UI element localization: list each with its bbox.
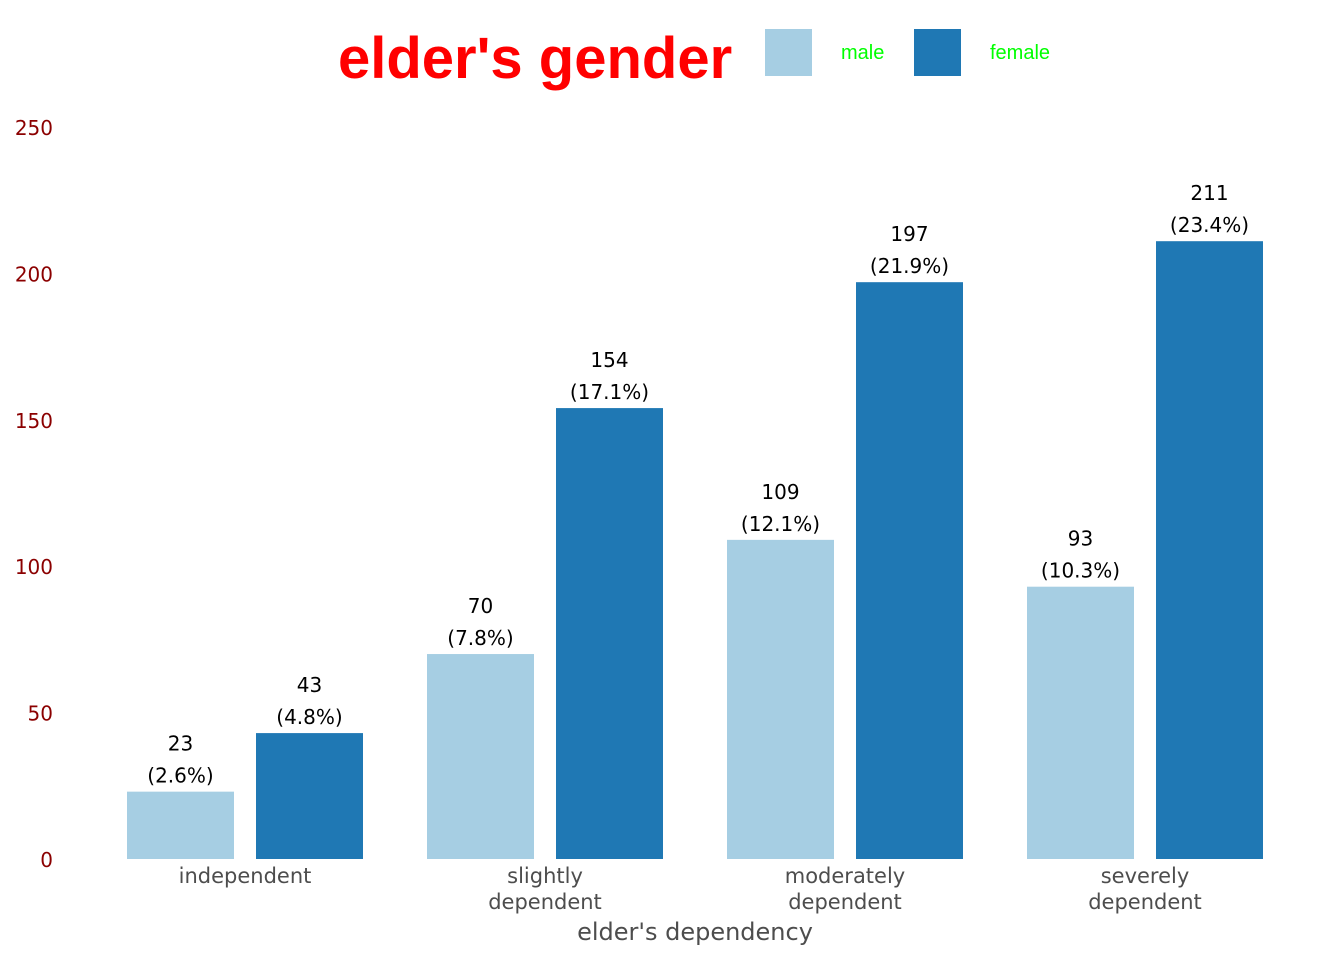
bar-female	[1156, 241, 1263, 859]
y-tick-label: 50	[28, 702, 53, 726]
bar-percent-label: (17.1%)	[570, 380, 649, 404]
x-tick-label: slightly	[507, 864, 583, 888]
bar-value-label: 70	[468, 594, 493, 618]
bar-value-label: 109	[761, 480, 799, 504]
bar-percent-label: (7.8%)	[447, 626, 513, 650]
bar-value-label: 43	[297, 673, 322, 697]
x-tick-label: dependent	[488, 890, 602, 914]
bar-percent-label: (10.3%)	[1041, 559, 1120, 583]
bar-value-label: 23	[168, 732, 193, 756]
bar-male	[127, 791, 234, 859]
bar-male	[427, 654, 534, 859]
bar-percent-label: (2.6%)	[147, 764, 213, 788]
x-axis-ticks: independent slightlydependentmoderatelyde…	[179, 864, 1202, 914]
x-tick-label: dependent	[788, 890, 902, 914]
x-tick-label: dependent	[1088, 890, 1202, 914]
bar-percent-label: (23.4%)	[1170, 213, 1249, 237]
legend-key-female	[914, 29, 961, 76]
bar-percent-label: (4.8%)	[276, 705, 342, 729]
y-tick-label: 100	[15, 555, 53, 579]
legend-label-male: male	[841, 42, 885, 64]
bar-percent-label: (12.1%)	[741, 512, 820, 536]
bar-male	[727, 539, 834, 859]
x-axis-title: elder's dependency	[577, 918, 813, 946]
bars	[127, 241, 1263, 860]
bar-value-label: 154	[590, 348, 628, 372]
legend-label-female: female	[990, 42, 1051, 64]
legend-title: elder's gender	[338, 26, 733, 91]
bar-female	[256, 733, 363, 859]
x-tick-label: severely	[1101, 864, 1190, 888]
bar-value-label: 93	[1068, 527, 1093, 551]
y-tick-label: 150	[15, 409, 53, 433]
bar-female	[556, 408, 663, 859]
y-tick-label: 250	[15, 116, 53, 140]
bar-female	[856, 282, 963, 860]
bar-percent-label: (21.9%)	[870, 254, 949, 278]
bar-male	[1027, 586, 1134, 859]
bar-value-label: 197	[890, 222, 928, 246]
y-axis-ticks: 0 50 100 150 200 250	[15, 116, 53, 872]
y-tick-label: 0	[40, 848, 53, 872]
y-tick-label: 200	[15, 262, 53, 286]
x-tick-label: moderately	[785, 864, 905, 888]
value-labels: 23 (2.6%) 43 (4.8%) 70 (7.8%) 154 (17.1%) 109 (12…	[147, 181, 1249, 787]
bar-value-label: 211	[1190, 181, 1228, 205]
legend-key-male	[765, 29, 812, 76]
x-tick-label: independent	[179, 864, 312, 888]
